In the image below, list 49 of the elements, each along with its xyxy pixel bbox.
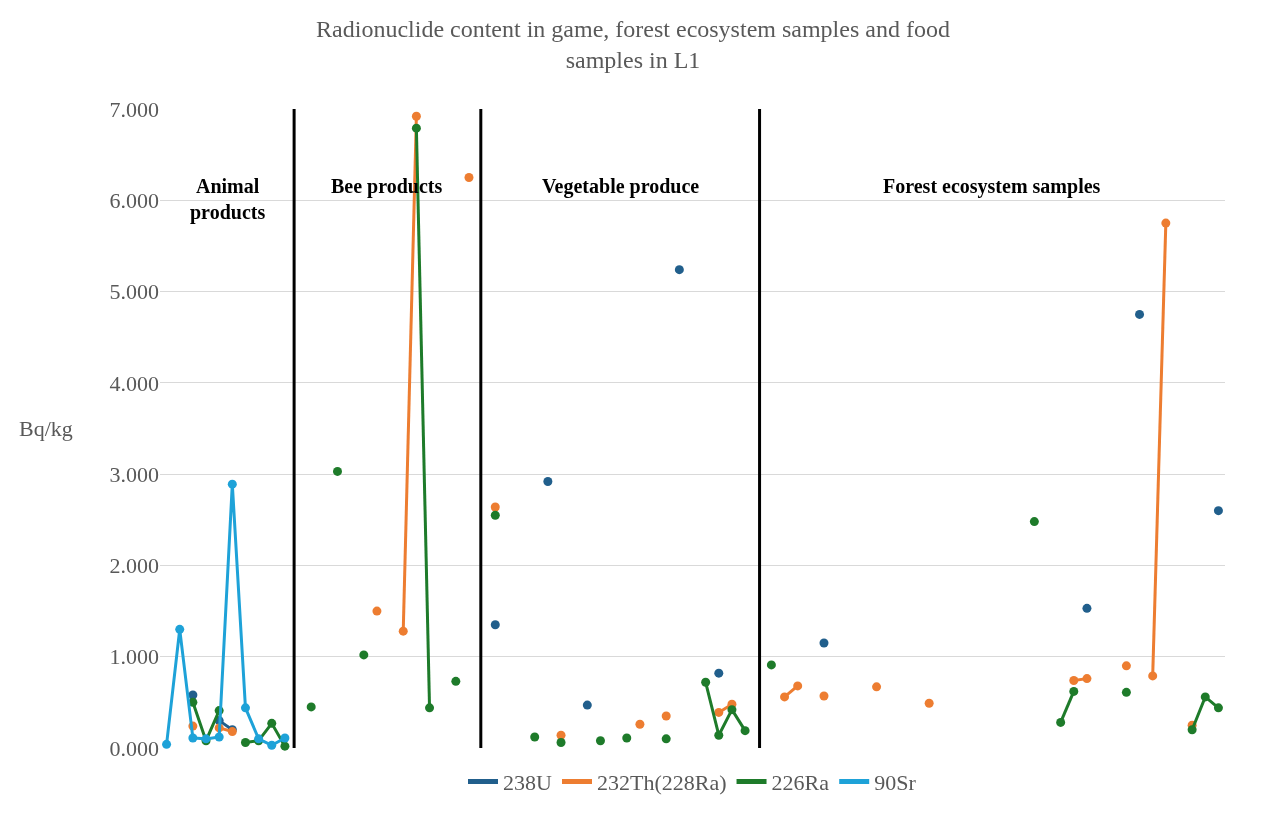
chart-title: Radionuclide content in game, forest ecosystem samples and food samples in L1 <box>316 15 950 73</box>
point <box>411 123 421 133</box>
point <box>701 677 711 687</box>
point <box>793 681 803 691</box>
y-tick-label: 4.000 <box>109 370 159 396</box>
point <box>1187 725 1197 735</box>
annotation: Animal products <box>190 175 266 224</box>
point <box>1213 703 1223 713</box>
point <box>425 703 435 713</box>
annotation: Vegetable produce <box>542 175 700 198</box>
point <box>398 626 408 636</box>
y-axis-title: Bq/kg <box>19 416 73 441</box>
y-tick-label: 6.000 <box>109 187 159 213</box>
point <box>1069 686 1079 696</box>
y-tick-label: 5.000 <box>109 279 159 305</box>
point <box>714 707 724 717</box>
y-tick-label: 7.000 <box>109 96 159 122</box>
point <box>227 479 237 489</box>
y-tick-label: 1.000 <box>109 644 159 670</box>
point <box>1161 218 1171 228</box>
point <box>267 740 277 750</box>
y-tick-label: 3.000 <box>109 461 159 487</box>
point <box>267 718 277 728</box>
point <box>411 111 421 121</box>
point <box>188 733 198 743</box>
point <box>1056 717 1066 727</box>
point <box>727 705 737 715</box>
y-tick-label: 0.000 <box>109 735 159 761</box>
point <box>175 624 185 634</box>
point <box>280 733 290 743</box>
legend-label: 238U <box>503 770 552 796</box>
annotation: Forest ecosystem samples <box>883 175 1101 198</box>
point <box>240 738 250 748</box>
point <box>1148 671 1158 681</box>
point <box>214 732 224 742</box>
point <box>1200 692 1210 702</box>
legend-label: 226Ra <box>771 770 830 796</box>
point <box>740 726 750 736</box>
legend-label: 232Th(228Ra) <box>597 770 727 796</box>
point <box>162 739 172 749</box>
point <box>240 703 250 713</box>
point <box>1082 674 1092 684</box>
point <box>280 741 290 751</box>
point <box>556 738 566 748</box>
point <box>1069 675 1079 685</box>
point <box>780 692 790 702</box>
y-tick-label: 2.000 <box>109 553 159 579</box>
point <box>714 730 724 740</box>
legend-label: 90Sr <box>874 770 917 796</box>
